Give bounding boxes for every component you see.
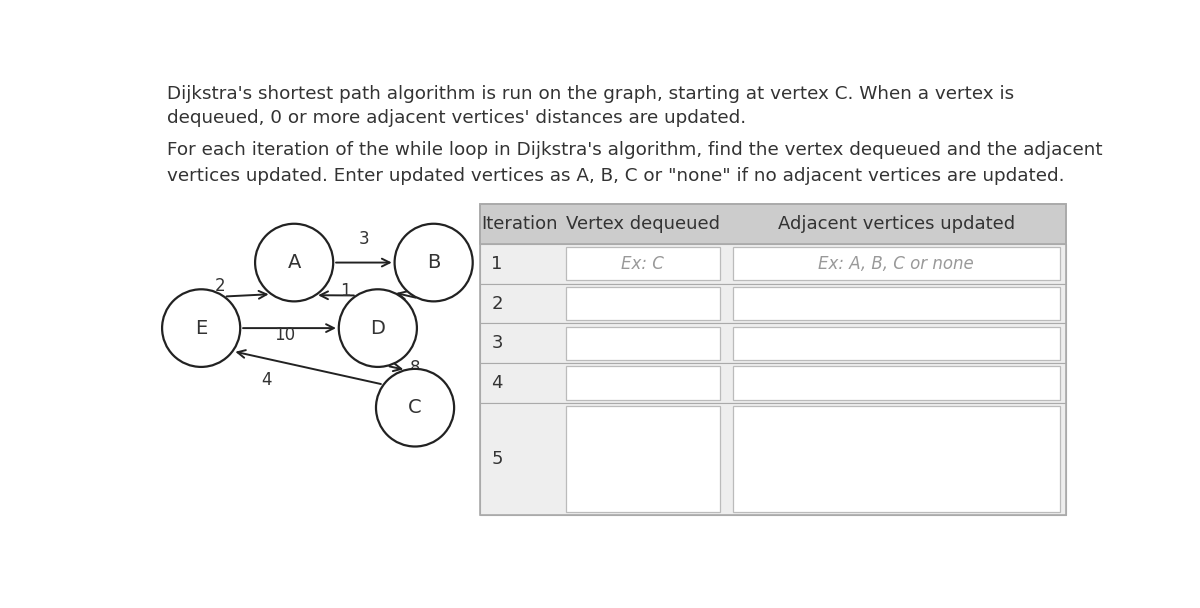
Bar: [480, 323, 1066, 363]
Text: Ex: C: Ex: C: [622, 255, 665, 273]
Text: 5: 5: [491, 450, 503, 468]
Ellipse shape: [256, 224, 334, 302]
Text: vertices updated. Enter updated vertices as A, B, C or "none" if no adjacent ver: vertices updated. Enter updated vertices…: [167, 167, 1064, 185]
Bar: [480, 283, 1066, 323]
Ellipse shape: [395, 224, 473, 302]
Bar: [733, 406, 1060, 512]
Text: 6: 6: [424, 286, 434, 305]
Bar: [565, 326, 720, 360]
Bar: [565, 287, 720, 320]
Text: 1: 1: [491, 255, 503, 273]
Text: C: C: [408, 398, 422, 417]
Ellipse shape: [376, 369, 454, 446]
Text: 3: 3: [491, 334, 503, 352]
Bar: [480, 403, 1066, 516]
Bar: [565, 367, 720, 399]
Text: 2: 2: [215, 277, 226, 295]
Text: A: A: [288, 253, 301, 272]
Text: Iteration: Iteration: [481, 215, 558, 233]
Bar: [480, 204, 1066, 244]
Text: E: E: [196, 319, 208, 337]
Text: 1: 1: [340, 282, 350, 300]
Text: Dijkstra's shortest path algorithm is run on the graph, starting at vertex C. Wh: Dijkstra's shortest path algorithm is ru…: [167, 85, 1014, 103]
Text: dequeued, 0 or more adjacent vertices' distances are updated.: dequeued, 0 or more adjacent vertices' d…: [167, 109, 746, 127]
Ellipse shape: [162, 289, 240, 367]
Text: 4: 4: [262, 371, 271, 389]
Text: Ex: A, B, C or none: Ex: A, B, C or none: [818, 255, 974, 273]
Bar: [480, 244, 1066, 283]
Text: 3: 3: [359, 230, 370, 248]
Bar: [565, 247, 720, 280]
Text: For each iteration of the while loop in Dijkstra's algorithm, find the vertex de: For each iteration of the while loop in …: [167, 141, 1103, 159]
Bar: [733, 247, 1060, 280]
Bar: [565, 406, 720, 512]
Text: Vertex dequeued: Vertex dequeued: [566, 215, 720, 233]
Bar: [480, 363, 1066, 403]
Bar: [733, 326, 1060, 360]
Ellipse shape: [338, 289, 416, 367]
Bar: [733, 287, 1060, 320]
Text: 4: 4: [491, 374, 503, 392]
Text: 8: 8: [409, 359, 420, 377]
Text: Adjacent vertices updated: Adjacent vertices updated: [778, 215, 1015, 233]
Bar: [733, 367, 1060, 399]
Text: B: B: [427, 253, 440, 272]
Bar: [480, 204, 1066, 516]
Text: 2: 2: [491, 294, 503, 313]
Text: D: D: [371, 319, 385, 337]
Text: 10: 10: [275, 326, 295, 344]
